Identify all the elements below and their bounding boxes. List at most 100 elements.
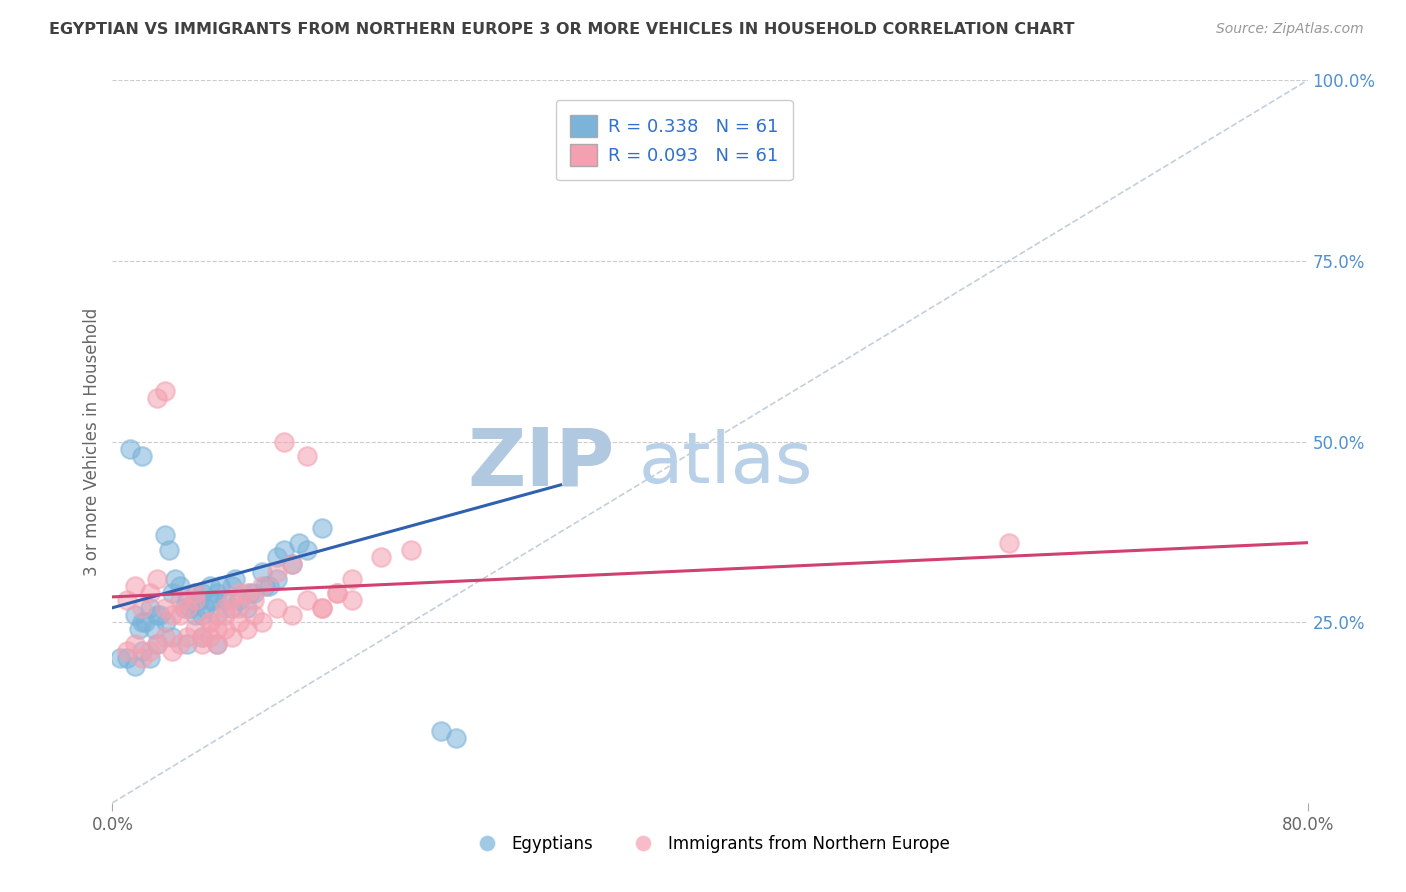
Point bbox=[183, 623, 205, 637]
Y-axis label: 3 or more Vehicles in Household: 3 or more Vehicles in Household bbox=[83, 308, 101, 575]
Point bbox=[143, 623, 166, 637]
Point bbox=[191, 586, 214, 600]
Point bbox=[191, 607, 214, 622]
Point bbox=[311, 600, 333, 615]
Point bbox=[370, 550, 392, 565]
Point bbox=[205, 586, 228, 600]
Point bbox=[153, 630, 176, 644]
Point bbox=[243, 593, 266, 607]
Point bbox=[228, 593, 250, 607]
Point bbox=[149, 607, 172, 622]
Point bbox=[214, 623, 236, 637]
Point bbox=[139, 644, 162, 658]
Point bbox=[214, 593, 236, 607]
Point bbox=[162, 630, 183, 644]
Point bbox=[205, 607, 228, 622]
Point bbox=[281, 607, 304, 622]
Point bbox=[209, 579, 232, 593]
Point bbox=[401, 542, 423, 557]
Point bbox=[288, 535, 311, 549]
Point bbox=[139, 586, 162, 600]
Point bbox=[188, 593, 211, 607]
Point bbox=[430, 723, 453, 738]
Point bbox=[221, 579, 243, 593]
Point bbox=[131, 449, 153, 463]
Point bbox=[340, 572, 363, 586]
Point bbox=[153, 528, 176, 542]
Point bbox=[194, 600, 217, 615]
Point bbox=[205, 623, 228, 637]
Point bbox=[295, 593, 318, 607]
Point bbox=[128, 623, 150, 637]
Point bbox=[139, 651, 162, 665]
Point bbox=[124, 607, 146, 622]
Point bbox=[281, 558, 304, 572]
Point bbox=[155, 615, 177, 630]
Point bbox=[176, 600, 198, 615]
Point bbox=[221, 593, 243, 607]
Point bbox=[173, 600, 195, 615]
Point bbox=[205, 637, 228, 651]
Point bbox=[259, 579, 281, 593]
Point bbox=[146, 391, 169, 405]
Point bbox=[273, 542, 295, 557]
Point bbox=[266, 572, 288, 586]
Point bbox=[198, 615, 221, 630]
Point bbox=[198, 593, 221, 607]
Point bbox=[266, 550, 288, 565]
Point bbox=[243, 586, 266, 600]
Point bbox=[131, 651, 153, 665]
Point bbox=[153, 384, 176, 398]
Point bbox=[169, 607, 191, 622]
Point bbox=[311, 600, 333, 615]
Point bbox=[224, 572, 246, 586]
Point bbox=[169, 593, 191, 607]
Point bbox=[124, 637, 146, 651]
Point bbox=[139, 600, 162, 615]
Point bbox=[162, 644, 183, 658]
Point bbox=[183, 593, 205, 607]
Point bbox=[266, 565, 288, 579]
Point bbox=[146, 637, 169, 651]
Point bbox=[250, 565, 273, 579]
Point bbox=[131, 615, 153, 630]
Point bbox=[250, 615, 273, 630]
Text: atlas: atlas bbox=[638, 429, 813, 498]
Point bbox=[228, 615, 250, 630]
Point bbox=[153, 600, 176, 615]
Point bbox=[176, 593, 198, 607]
Point bbox=[183, 586, 205, 600]
Point bbox=[998, 535, 1021, 549]
Point bbox=[228, 586, 250, 600]
Legend: Egyptians, Immigrants from Northern Europe: Egyptians, Immigrants from Northern Euro… bbox=[463, 828, 957, 860]
Point bbox=[165, 572, 187, 586]
Point bbox=[214, 600, 236, 615]
Point bbox=[239, 586, 262, 600]
Point bbox=[236, 600, 259, 615]
Point bbox=[205, 637, 228, 651]
Point bbox=[214, 607, 236, 622]
Point bbox=[179, 600, 201, 615]
Point bbox=[131, 644, 153, 658]
Text: ZIP: ZIP bbox=[467, 425, 614, 502]
Point bbox=[281, 558, 304, 572]
Point bbox=[202, 593, 225, 607]
Point bbox=[221, 600, 243, 615]
Point bbox=[120, 442, 142, 456]
Point bbox=[117, 651, 139, 665]
Point bbox=[295, 449, 318, 463]
Point bbox=[124, 658, 146, 673]
Point bbox=[108, 651, 131, 665]
Point bbox=[325, 586, 347, 600]
Point bbox=[266, 600, 288, 615]
Point bbox=[162, 607, 183, 622]
Point bbox=[169, 579, 191, 593]
Point bbox=[198, 579, 221, 593]
Point bbox=[198, 615, 221, 630]
Point bbox=[117, 593, 139, 607]
Point bbox=[236, 586, 259, 600]
Point bbox=[176, 630, 198, 644]
Point bbox=[157, 542, 180, 557]
Point bbox=[117, 644, 139, 658]
Point bbox=[325, 586, 347, 600]
